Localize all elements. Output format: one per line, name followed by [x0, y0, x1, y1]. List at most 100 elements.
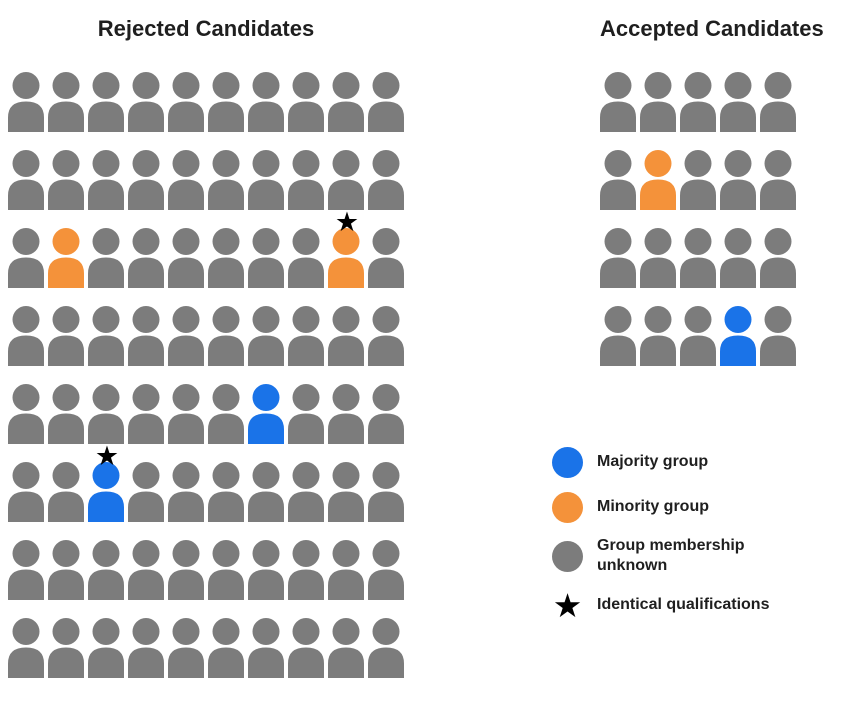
- person-icon-gray: [368, 72, 404, 133]
- person-icon-gray: [288, 540, 324, 601]
- orange-circle-icon: [552, 491, 583, 523]
- person-icon-gray: [208, 72, 244, 133]
- person-icon-gray: [288, 462, 324, 523]
- person-icon-gray: [208, 540, 244, 601]
- person-icon-gray: [8, 618, 44, 679]
- person-icon-gray: [680, 228, 716, 289]
- person-icon-gray: [368, 384, 404, 445]
- person-icon-gray: [368, 462, 404, 523]
- person-icon-gray: [8, 72, 44, 133]
- person-icon-gray: [48, 462, 84, 523]
- person-icon-gray: [8, 228, 44, 289]
- person-icon-gray: [720, 228, 756, 289]
- person-icon-gray: [368, 228, 404, 289]
- person-icon-gray: [760, 72, 796, 133]
- person-icon-gray: [128, 228, 164, 289]
- blue-circle-icon: [552, 446, 583, 478]
- person-icon-gray: [128, 306, 164, 367]
- person-icon-gray: [168, 228, 204, 289]
- person-icon-gray: [600, 306, 636, 367]
- person-icon-gray: [600, 150, 636, 211]
- person-icon-gray: [248, 618, 284, 679]
- person-icon-blue: [248, 384, 284, 445]
- person-icon-gray: [208, 462, 244, 523]
- legend-item: ★ Identical qualifications: [552, 586, 842, 624]
- person-icon-gray: [88, 384, 124, 445]
- person-icon-gray: [328, 540, 364, 601]
- person-icon-gray: [248, 540, 284, 601]
- person-icon-gray: [760, 306, 796, 367]
- person-icon-gray: [168, 540, 204, 601]
- person-icon-gray: [168, 72, 204, 133]
- person-icon-gray: [248, 150, 284, 211]
- person-icon-gray: [8, 150, 44, 211]
- person-icon-gray: [48, 618, 84, 679]
- legend-label: Minority group: [597, 498, 709, 515]
- person-icon-gray: [128, 72, 164, 133]
- person-icon-gray: [328, 306, 364, 367]
- person-icon-gray: [760, 228, 796, 289]
- person-icon-gray: [640, 72, 676, 133]
- person-icon-gray: [88, 306, 124, 367]
- person-icon-gray: [368, 618, 404, 679]
- person-icon-gray: [640, 228, 676, 289]
- person-icon-gray: [88, 72, 124, 133]
- person-icon-gray: [168, 462, 204, 523]
- person-icon-gray: [208, 384, 244, 445]
- person-icon-gray: [600, 228, 636, 289]
- person-icon-gray: [288, 618, 324, 679]
- person-icon-blue: ★: [88, 443, 124, 523]
- accepted-candidates-grid: [600, 72, 796, 367]
- legend-label: Majority group: [597, 453, 709, 470]
- person-icon-blue: [720, 306, 756, 367]
- person-icon-gray: [48, 306, 84, 367]
- person-icon-gray: [168, 384, 204, 445]
- person-icon-gray: [368, 150, 404, 211]
- person-icon-gray: [680, 306, 716, 367]
- person-icon-orange: [640, 150, 676, 211]
- rejected-title: Rejected Candidates: [97, 16, 315, 41]
- person-icon-gray: [88, 618, 124, 679]
- person-icon-gray: [328, 150, 364, 211]
- person-icon-gray: [168, 306, 204, 367]
- person-icon-gray: [168, 150, 204, 211]
- person-icon-gray: [288, 384, 324, 445]
- person-icon-gray: [328, 462, 364, 523]
- person-icon-gray: [640, 306, 676, 367]
- person-icon-orange: [48, 228, 84, 289]
- person-icon-gray: [720, 72, 756, 133]
- person-icon-gray: [48, 540, 84, 601]
- person-icon-gray: [8, 462, 44, 523]
- person-icon-gray: [600, 72, 636, 133]
- person-icon-gray: [208, 618, 244, 679]
- person-icon-gray: [328, 72, 364, 133]
- legend-item: Minority group: [552, 491, 842, 523]
- person-icon-gray: [368, 540, 404, 601]
- person-icon-gray: [680, 150, 716, 211]
- person-icon-gray: [88, 150, 124, 211]
- person-icon-gray: [680, 72, 716, 133]
- person-icon-gray: [88, 228, 124, 289]
- person-icon-gray: [328, 384, 364, 445]
- star-icon: ★: [552, 586, 583, 624]
- rejected-panel: Rejected Candidates ★ ★: [8, 16, 404, 679]
- person-icon-gray: [48, 72, 84, 133]
- person-icon-gray: [208, 306, 244, 367]
- person-icon-gray: [8, 306, 44, 367]
- legend-label: Group membership unknown: [597, 537, 745, 574]
- person-icon-gray: [168, 618, 204, 679]
- person-icon-gray: [720, 150, 756, 211]
- person-icon-gray: [128, 618, 164, 679]
- person-icon-gray: [288, 306, 324, 367]
- person-icon-gray: [128, 540, 164, 601]
- accepted-title: Accepted Candidates: [600, 16, 824, 41]
- person-icon-orange: ★: [328, 209, 364, 289]
- person-icon-gray: [88, 540, 124, 601]
- person-icon-gray: [288, 228, 324, 289]
- rejected-candidates-grid: ★ ★: [8, 72, 404, 679]
- person-icon-gray: [48, 150, 84, 211]
- person-icon-gray: [248, 306, 284, 367]
- legend-item: Group membership unknown: [552, 536, 842, 576]
- legend-item: Majority group: [552, 446, 842, 478]
